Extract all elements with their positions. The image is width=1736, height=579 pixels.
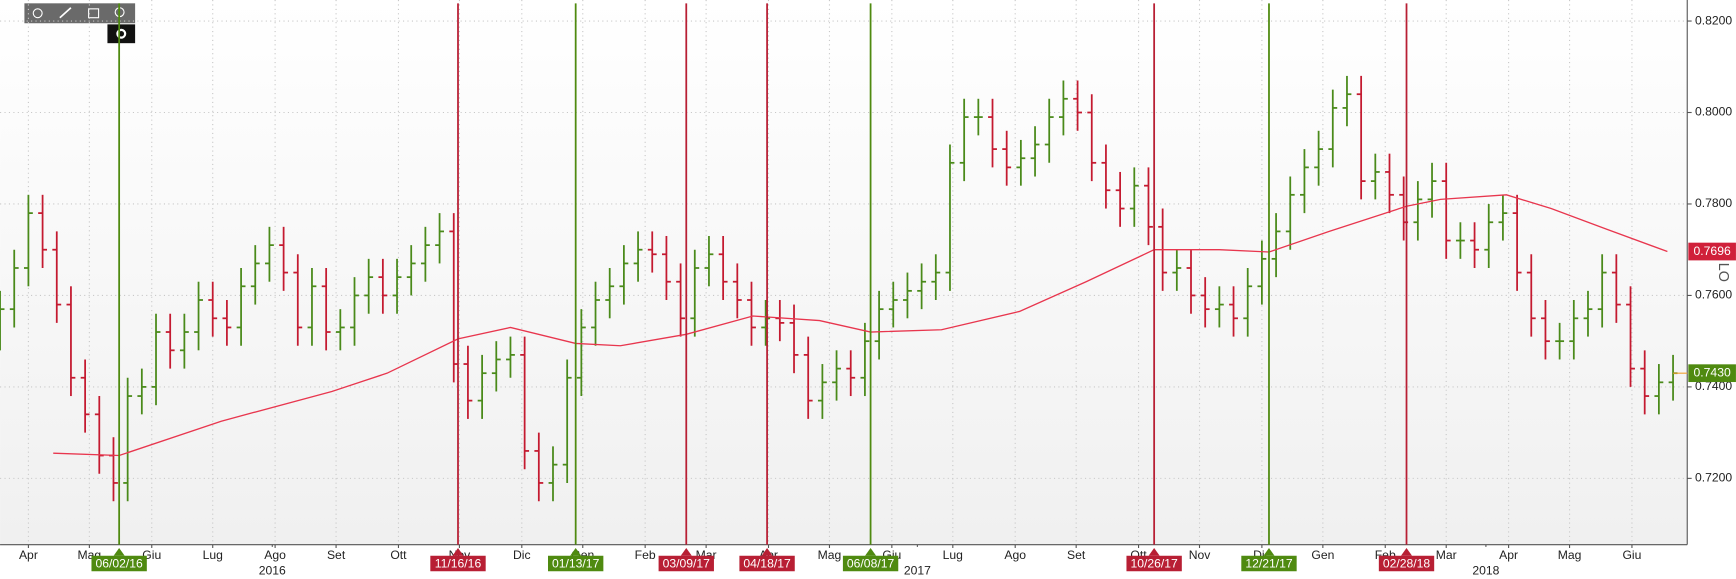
crosshair-icon[interactable]: [32, 8, 43, 19]
event-marker: [761, 548, 773, 556]
event-label-box: [91, 555, 147, 572]
event-marker: [1263, 548, 1275, 556]
event-label-box: [1126, 555, 1182, 572]
price-label: 0.7430: [1694, 365, 1731, 379]
event-label: 06/08/17: [847, 556, 895, 570]
x-tick-label: Giu: [1622, 548, 1641, 562]
event-label: 04/18/17: [743, 556, 791, 570]
event-marker: [1148, 548, 1160, 556]
year-label: 2017: [904, 563, 931, 577]
event-label: 01/13/17: [552, 556, 600, 570]
x-tick-label: Ago: [264, 548, 286, 562]
x-tick-label: Dic: [513, 548, 531, 562]
year-label: 2016: [259, 563, 286, 577]
price-label-box: [1688, 364, 1736, 383]
event-label-box: [842, 555, 899, 572]
x-tick-label: Mag: [1558, 548, 1582, 562]
ohlc-bars: [0, 75, 1678, 502]
options-button[interactable]: [107, 24, 136, 44]
options-icon: [116, 28, 127, 39]
y-tick-label: 0.7600: [1695, 288, 1732, 302]
event-marker: [452, 548, 464, 556]
event-label: 06/02/16: [95, 556, 143, 570]
moving-average: [53, 194, 1668, 457]
event-marker: [113, 548, 125, 556]
x-tick-label: Lug: [203, 548, 223, 562]
event-label: 02/28/18: [1383, 556, 1431, 570]
event-label-box: [1378, 555, 1435, 572]
y-tick-label: 0.8000: [1695, 105, 1732, 119]
event-label-box: [548, 555, 604, 572]
plot-background: [0, 0, 1688, 545]
x-tick-label: Ott: [390, 548, 407, 562]
x-tick-label: Feb: [635, 548, 656, 562]
event-label: 03/09/17: [663, 556, 711, 570]
y-tick-label: 0.8200: [1695, 13, 1732, 27]
x-tick-label: Lug: [943, 548, 963, 562]
x-tick-label: Nov: [1189, 548, 1212, 562]
x-tick-label: Set: [1067, 548, 1086, 562]
event-label-box: [1241, 555, 1297, 572]
x-tick-label: Gen: [1311, 548, 1334, 562]
event-label: 12/21/17: [1245, 556, 1293, 570]
event-label: 11/16/16: [435, 556, 482, 570]
y-tick-label: 0.7200: [1695, 471, 1732, 485]
event-label-box: [430, 555, 486, 572]
x-tick-label: Ago: [1004, 548, 1026, 562]
x-tick-label: Mar: [1436, 548, 1457, 562]
event-marker: [680, 548, 692, 556]
year-label: 2018: [1472, 563, 1499, 577]
y-tick-label: 0.7400: [1695, 379, 1732, 393]
event-marker: [865, 548, 877, 556]
event-label-box: [739, 555, 795, 572]
y-tick-label: 0.7800: [1695, 196, 1732, 210]
x-tick-label: Apr: [19, 548, 38, 562]
event-label-box: [658, 555, 714, 572]
toolbar-background: [24, 3, 136, 24]
event-marker: [570, 548, 582, 556]
x-tick-label: Set: [327, 548, 346, 562]
table-icon[interactable]: [88, 8, 100, 19]
price-label-box: [1688, 242, 1736, 261]
axis-background: [1687, 0, 1736, 579]
x-tick-label: Giu: [142, 548, 161, 562]
x-tick-label: Mag: [818, 548, 842, 562]
event-marker: [1400, 548, 1413, 556]
draw-icon[interactable]: [59, 7, 72, 19]
y-axis-label: LO: [1715, 263, 1731, 282]
x-tick-label: Apr: [1499, 548, 1518, 562]
price-label: 0.7696: [1694, 244, 1731, 258]
event-label: 10/26/17: [1130, 556, 1178, 570]
